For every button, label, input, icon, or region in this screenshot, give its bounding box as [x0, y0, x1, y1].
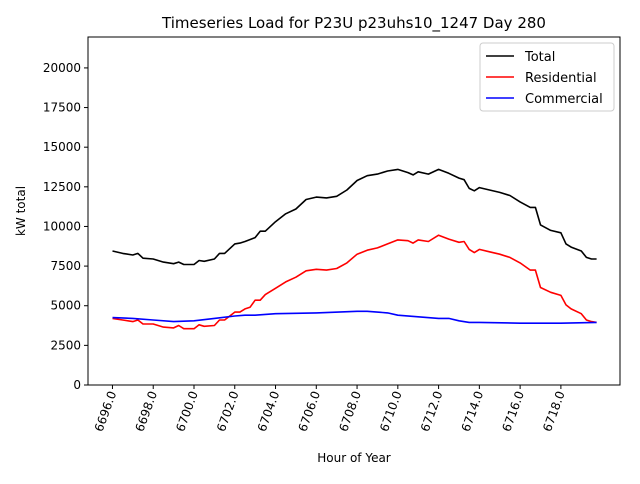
y-tick-label: 0	[73, 378, 81, 392]
x-tick-label: 6714.0	[459, 389, 487, 433]
x-axis-label: Hour of Year	[317, 451, 391, 465]
legend: Total Residential Commercial	[479, 42, 615, 112]
y-tick-label: 5000	[50, 299, 81, 313]
y-tick-label: 10000	[43, 219, 81, 233]
x-tick-label: 6718.0	[540, 389, 568, 433]
y-axis: 0 2500 5000 7500 10000 12500 15000 17500 20000	[43, 61, 88, 392]
x-tick-label: 6698.0	[133, 389, 161, 433]
legend-label-total: Total	[524, 50, 555, 65]
legend-label-commercial: Commercial	[525, 92, 603, 107]
x-tick-label: 6702.0	[214, 389, 242, 433]
y-tick-label: 17500	[43, 101, 81, 115]
x-tick-label: 6712.0	[418, 389, 446, 433]
series-line-total	[112, 168, 597, 266]
series-line-residential	[112, 234, 597, 330]
x-tick-label: 6700.0	[173, 389, 201, 433]
y-tick-label: 12500	[43, 180, 81, 194]
x-tick-label: 6706.0	[296, 389, 324, 433]
y-tick-label: 20000	[43, 61, 81, 75]
legend-box	[479, 42, 615, 112]
plot-frame	[87, 36, 621, 386]
y-tick-label: 2500	[50, 338, 81, 352]
y-tick-label: 7500	[50, 259, 81, 273]
x-tick-label: 6710.0	[377, 389, 405, 433]
x-axis: 6696.0 6698.0 6700.0 6702.0 6704.0 6706.0 6708…	[92, 385, 568, 433]
series-group	[112, 168, 597, 330]
x-tick-label: 6696.0	[92, 389, 120, 433]
y-axis-label: kW total	[14, 186, 28, 236]
series-line-commercial	[112, 310, 597, 324]
x-tick-label: 6716.0	[499, 389, 527, 433]
y-tick-label: 15000	[43, 140, 81, 154]
chart-title: Timeseries Load for P23U p23uhs10_1247 D…	[161, 14, 546, 33]
legend-label-residential: Residential	[525, 71, 597, 86]
x-tick-label: 6704.0	[255, 389, 283, 433]
x-tick-label: 6708.0	[336, 389, 364, 433]
